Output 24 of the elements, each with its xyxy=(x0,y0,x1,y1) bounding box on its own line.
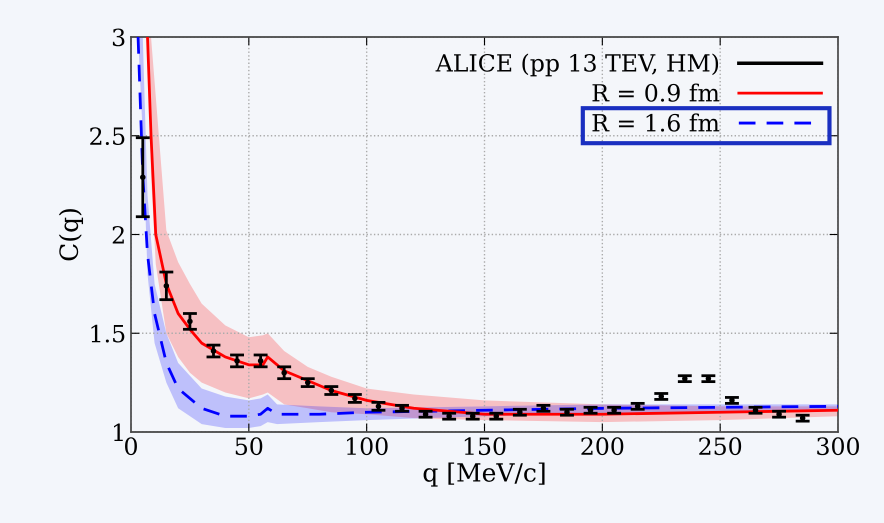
point xyxy=(187,318,193,324)
x-tick-label: 200 xyxy=(581,437,624,456)
point xyxy=(140,174,146,180)
point xyxy=(281,370,287,376)
point xyxy=(210,348,216,354)
y-axis-title: C(q) xyxy=(58,209,84,260)
x-tick-label: 100 xyxy=(347,437,388,456)
legend-label: ALICE (pp 13 TEV, HM) xyxy=(436,54,718,76)
y-tick-label: 2.5 xyxy=(90,127,124,146)
x-axis-title: q [MeV/c] xyxy=(424,462,545,487)
point xyxy=(234,358,240,364)
y-tick-label: 1.5 xyxy=(91,324,124,343)
x-tick-label: 250 xyxy=(699,437,742,456)
x-tick-label: 50 xyxy=(236,437,262,456)
x-tick-label: 150 xyxy=(464,437,506,456)
y-tick-label: 1 xyxy=(114,423,123,441)
x-tick-label: 300 xyxy=(817,437,859,456)
y-tick-label: 2 xyxy=(112,226,124,244)
legend-label: R = 1.6 fm xyxy=(592,113,720,132)
legend-label: R = 0.9 fm xyxy=(592,83,720,102)
y-tick-label: 3 xyxy=(112,28,124,46)
point xyxy=(258,358,264,364)
point xyxy=(164,283,170,289)
x-tick-label: 0 xyxy=(125,437,137,456)
